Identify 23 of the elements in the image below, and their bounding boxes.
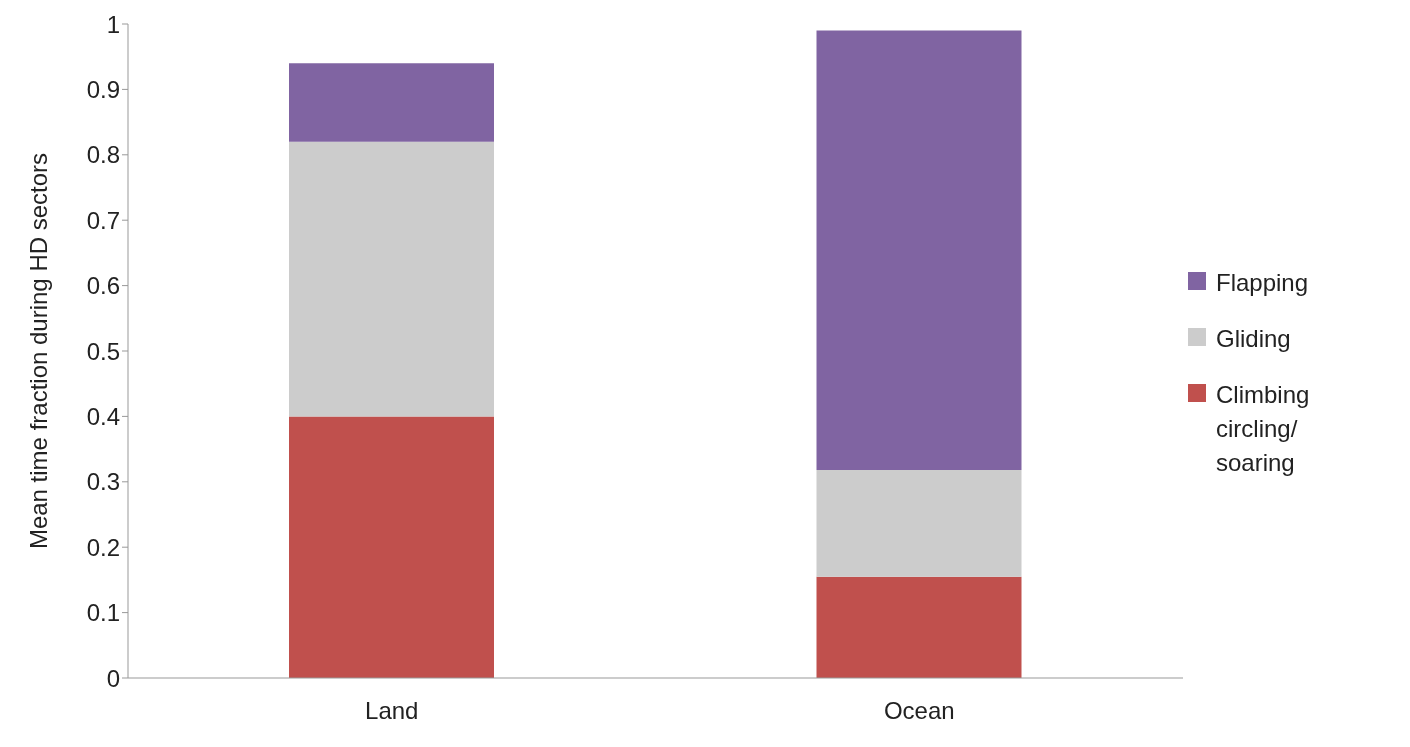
legend-label: Flapping: [1216, 268, 1310, 298]
y-tick-label: 0.6: [86, 272, 120, 300]
x-tick-label: Ocean: [883, 697, 955, 725]
bar: [816, 470, 1022, 577]
y-tick-label: 0.5: [86, 337, 120, 365]
y-tick-label: 1: [106, 10, 120, 38]
x-tick-label: Land: [365, 697, 419, 725]
bar: [816, 576, 1022, 678]
legend-label: Gliding: [1216, 324, 1292, 354]
y-tick-label: 0.4: [86, 402, 120, 430]
y-tick-label: 0: [106, 664, 120, 692]
y-tick-label: 0.8: [86, 141, 120, 169]
y-tick-label: 0.9: [86, 75, 120, 103]
y-tick-label: 0.3: [86, 468, 120, 496]
y-axis-title: Mean time fraction during HD sectors: [24, 152, 52, 550]
legend-label: Climbing circling/ soaring: [1216, 380, 1311, 478]
bar: [816, 30, 1022, 471]
bar: [289, 416, 494, 678]
bar: [289, 141, 494, 417]
bar: [289, 63, 494, 142]
y-tick-label: 0.1: [86, 599, 120, 627]
y-tick-label: 0.7: [86, 206, 120, 234]
y-tick-label: 0.2: [86, 533, 120, 561]
